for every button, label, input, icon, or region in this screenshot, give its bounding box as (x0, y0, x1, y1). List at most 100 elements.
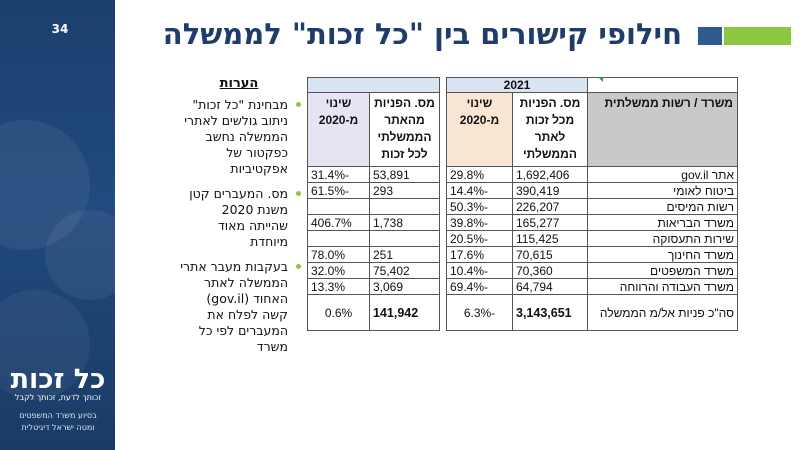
note-text: מבחינת "כל זכות" ניתוב גולשים לאתרי הממש… (184, 97, 288, 176)
gap-cell (439, 278, 447, 295)
change-in-cell: 32.0% (307, 262, 370, 279)
slide-title: חילופי קישורים בין "כל זכות" לממשלה (162, 17, 682, 51)
referrals-table: 2021 משרד / רשות ממשלתית מס. הפניות מכל … (307, 77, 738, 331)
total-row: סה"כ פניות אל/מ הממשלה 3,143,651 -6.3% 1… (307, 294, 738, 331)
total-visits-out: 3,143,651 (512, 294, 588, 331)
ministry-cell: רשות המיסים (587, 198, 738, 215)
sidebar: 34 כל זכות זכותך לדעת, זכותך לקבל בסיוע … (0, 0, 115, 450)
gap-cell (439, 246, 447, 263)
header-visits-in: מס. הפניות מהאתר הממשלתי לכל זכות (369, 92, 440, 167)
header-change-in: שינוי מ-2020 (307, 92, 370, 167)
note-item: מס. המעברים קטן משנת 2020 שהייתה מאוד מי… (180, 186, 301, 250)
visits-in-cell: 293 (369, 182, 440, 199)
ministry-cell: משרד העבודה והרווחה (587, 278, 738, 295)
change-in-cell: 406.7% (307, 214, 370, 231)
ministry-cell: אתר gov.il (587, 166, 738, 183)
sidebar-decoration (45, 210, 115, 300)
visits-in-cell (369, 198, 440, 215)
gap-cell (439, 198, 447, 215)
year-blank-cell (587, 77, 738, 93)
gap-cell (439, 92, 447, 167)
header-change-out: שינוי מ-2020 (446, 92, 513, 167)
change-out-cell: 17.6% (446, 246, 513, 263)
ministry-cell: שירות התעסוקה (587, 230, 738, 247)
change-in-cell: 78.0% (307, 246, 370, 263)
ministry-cell: משרד הבריאות (587, 214, 738, 231)
header-row: משרד / רשות ממשלתית מס. הפניות מכל זכות … (307, 92, 738, 167)
notes-heading: הערות (219, 76, 259, 91)
change-out-cell: -39.8% (446, 214, 513, 231)
cell-marker-icon (598, 77, 603, 82)
logo-tagline: זכותך לדעת, זכותך לקבל (14, 393, 102, 402)
table-row: ביטוח לאומי 390,419 -14.4% 293 -61.5% (307, 182, 738, 199)
table-row: רשות המיסים 226,207 -50.3% (307, 198, 738, 215)
change-out-cell: -69.4% (446, 278, 513, 295)
table-body: אתר gov.il 1,692,406 29.8% 53,891 -31.4% ביטו… (307, 166, 738, 295)
change-in-cell (307, 230, 370, 247)
visits-out-cell: 70,360 (512, 262, 588, 279)
table-row: משרד הבריאות 165,277 -39.8% 1,738 406.7% (307, 214, 738, 231)
gap-cell (439, 77, 447, 93)
table-row: שירות התעסוקה 115,425 -20.5% (307, 230, 738, 247)
table-row: משרד החינוך 70,615 17.6% 251 78.0% (307, 246, 738, 263)
change-out-cell: 29.8% (446, 166, 513, 183)
referrals-table-wrapper: 2021 משרד / רשות ממשלתית מס. הפניות מכל … (307, 77, 738, 331)
total-visits-in: 141,942 (369, 294, 440, 331)
visits-in-cell (369, 230, 440, 247)
change-out-cell: -20.5% (446, 230, 513, 247)
note-text: מס. המעברים קטן משנת 2020 שהייתה מאוד מי… (189, 186, 288, 249)
sponsor-text: בסיוע משרד המשפטים ומטה ישראל דיגיטלית (4, 410, 112, 434)
sidebar-decoration (0, 290, 90, 400)
bullet-icon (296, 191, 301, 196)
title-accent-bar (724, 27, 791, 45)
gap-cell (439, 166, 447, 183)
note-text: בעקבות מעבר אתרי הממשלה לאתר האחוד (gov.… (180, 259, 288, 354)
year-cell: 2021 (446, 77, 588, 93)
header-ministry: משרד / רשות ממשלתית (587, 92, 738, 167)
gap-cell (439, 294, 447, 331)
table-row: אתר gov.il 1,692,406 29.8% 53,891 -31.4% (307, 166, 738, 183)
visits-out-cell: 226,207 (512, 198, 588, 215)
year-row: 2021 (307, 77, 738, 93)
change-in-cell (307, 198, 370, 215)
visits-out-cell: 1,692,406 (512, 166, 588, 183)
gap-cell (439, 182, 447, 199)
note-item: בעקבות מעבר אתרי הממשלה לאתר האחוד (gov.… (180, 259, 301, 355)
gap-cell (439, 262, 447, 279)
bullet-icon (296, 264, 301, 269)
sponsor-line: ומטה ישראל דיגיטלית (21, 423, 95, 432)
total-change-in: 0.6% (307, 294, 370, 331)
total-label: סה"כ פניות אל/מ הממשלה (587, 294, 738, 331)
change-in-cell: 13.3% (307, 278, 370, 295)
ministry-cell: ביטוח לאומי (587, 182, 738, 199)
visits-in-cell: 251 (369, 246, 440, 263)
visits-in-cell: 3,069 (369, 278, 440, 295)
sponsor-line: בסיוע משרד המשפטים (19, 411, 97, 420)
total-change-out: -6.3% (446, 294, 513, 331)
visits-out-cell: 70,615 (512, 246, 588, 263)
ministry-cell: משרד המשפטים (587, 262, 738, 279)
note-item: מבחינת "כל זכות" ניתוב גולשים לאתרי הממש… (180, 97, 301, 177)
gap-cell (439, 230, 447, 247)
change-out-cell: -50.3% (446, 198, 513, 215)
page-number: 34 (51, 22, 69, 36)
change-out-cell: -10.4% (446, 262, 513, 279)
visits-out-cell: 64,794 (512, 278, 588, 295)
year-blank-cell (307, 77, 440, 93)
table-row: משרד העבודה והרווחה 64,794 -69.4% 3,069 13.3… (307, 278, 738, 295)
notes-panel: הערות מבחינת "כל זכות" ניתוב גולשים לאתר… (180, 76, 301, 364)
table-row: משרד המשפטים 70,360 -10.4% 75,402 32.0% (307, 262, 738, 279)
kolzchut-logo: כל זכות (10, 364, 106, 395)
visits-in-cell: 1,738 (369, 214, 440, 231)
ministry-cell: משרד החינוך (587, 246, 738, 263)
visits-in-cell: 75,402 (369, 262, 440, 279)
visits-out-cell: 165,277 (512, 214, 588, 231)
change-out-cell: -14.4% (446, 182, 513, 199)
change-in-cell: -31.4% (307, 166, 370, 183)
visits-out-cell: 115,425 (512, 230, 588, 247)
header-visits-out: מס. הפניות מכל זכות לאתר הממשלתי (512, 92, 588, 167)
change-in-cell: -61.5% (307, 182, 370, 199)
title-accent-bar (698, 27, 722, 45)
visits-in-cell: 53,891 (369, 166, 440, 183)
gap-cell (439, 214, 447, 231)
